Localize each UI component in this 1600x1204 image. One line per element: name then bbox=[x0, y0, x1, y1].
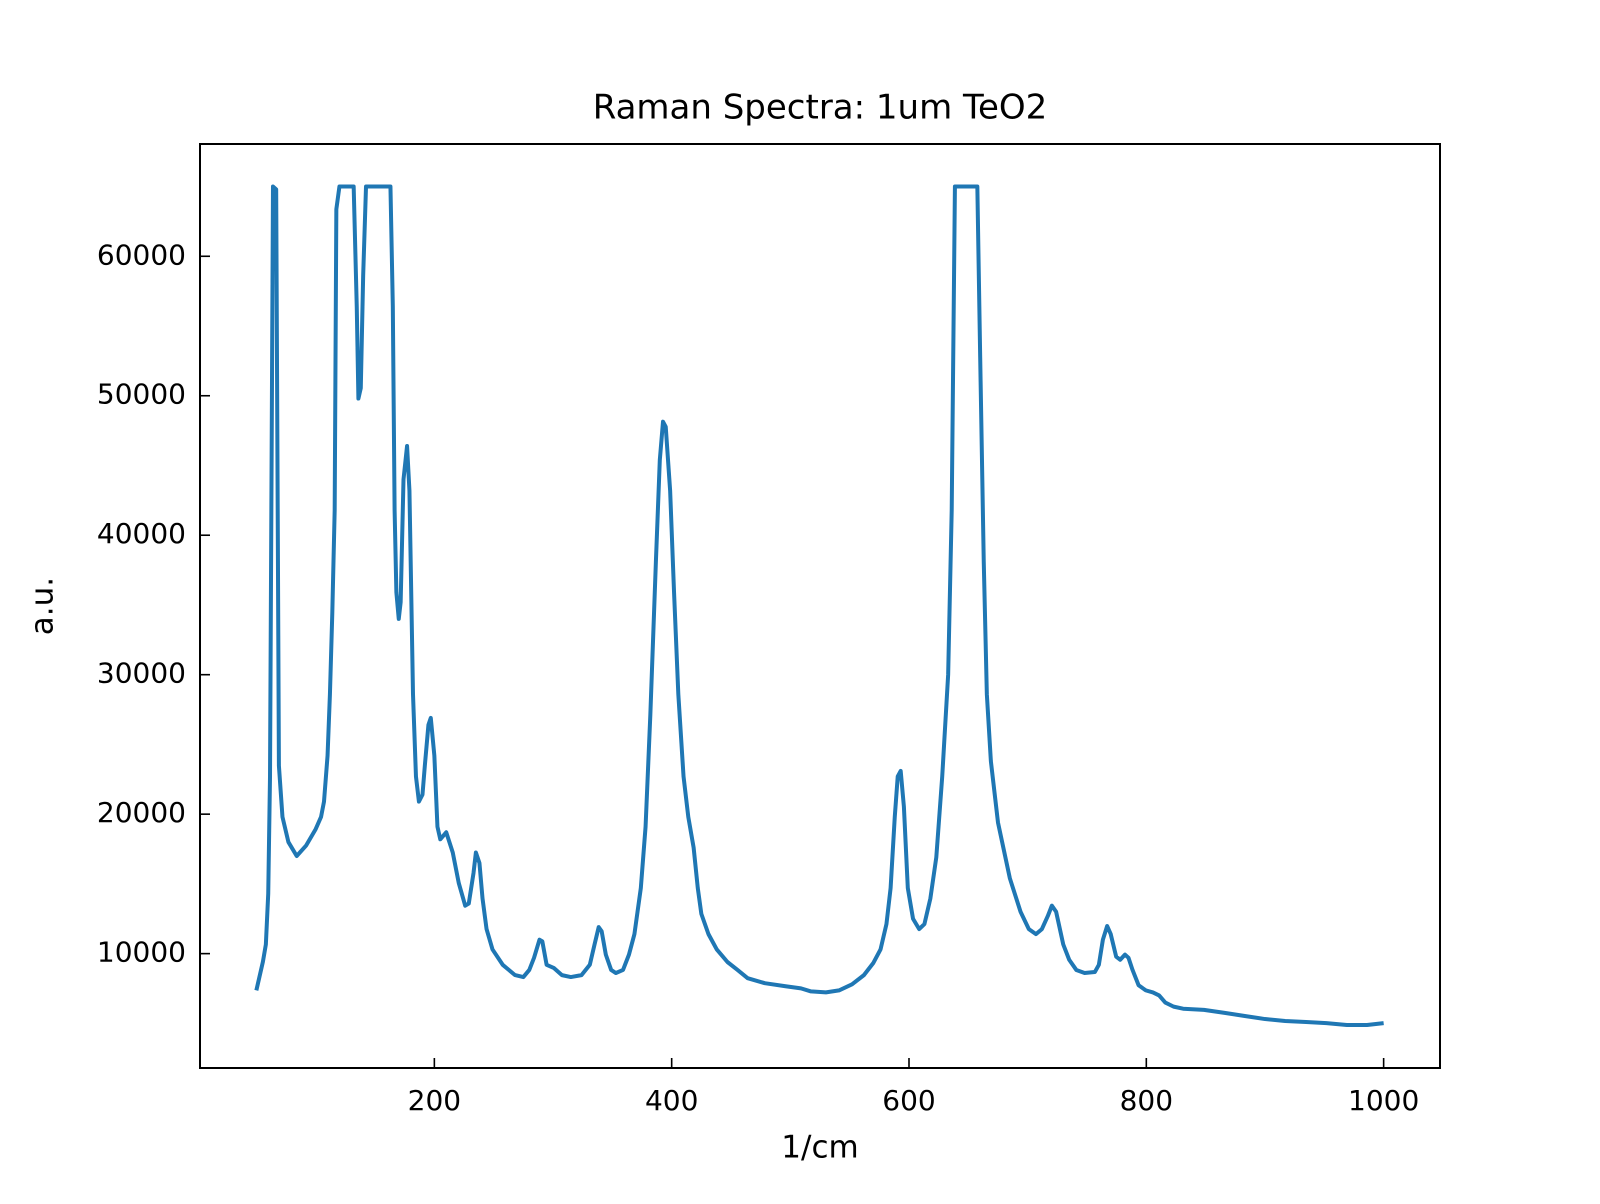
y-tick-label: 10000 bbox=[97, 936, 186, 969]
spectrum-line bbox=[254, 184, 1384, 1028]
x-tick-label: 800 bbox=[1120, 1084, 1173, 1117]
x-tick-label: 200 bbox=[408, 1084, 461, 1117]
y-tick-label: 20000 bbox=[97, 796, 186, 829]
chart-title: Raman Spectra: 1um TeO2 bbox=[593, 88, 1048, 128]
plot-frame bbox=[199, 143, 1441, 1069]
x-axis-label: 1/cm bbox=[781, 1130, 858, 1166]
y-tick-label: 60000 bbox=[97, 238, 186, 271]
y-tick-label: 30000 bbox=[97, 657, 186, 690]
x-tick-label: 1000 bbox=[1348, 1084, 1419, 1117]
x-tick-label: 400 bbox=[645, 1084, 698, 1117]
y-tick-label: 40000 bbox=[97, 517, 186, 550]
x-tick-label: 600 bbox=[882, 1084, 935, 1117]
y-tick-label: 50000 bbox=[97, 378, 186, 411]
y-axis-label: a.u. bbox=[25, 577, 61, 635]
